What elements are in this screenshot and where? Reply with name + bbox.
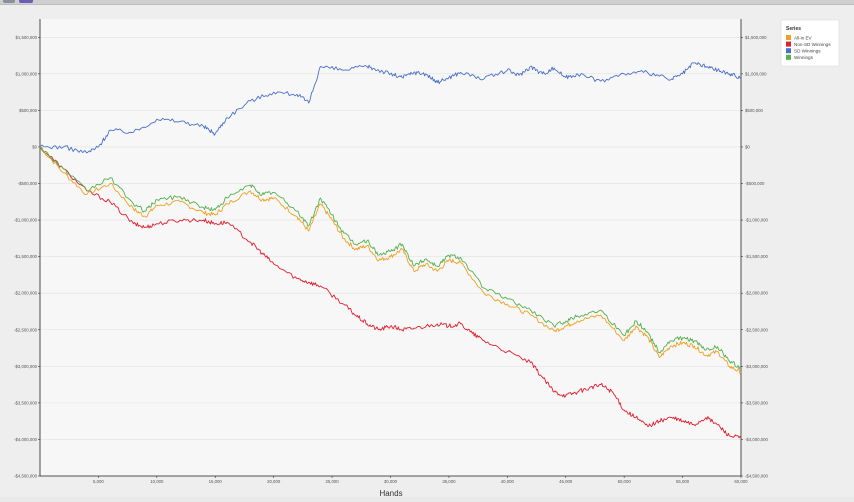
x-tick-label: 20,000	[267, 479, 281, 484]
x-tick-label: 55,000	[676, 479, 690, 484]
legend-swatch	[786, 54, 791, 60]
y-tick-label-right: -$2,000,000	[745, 291, 769, 296]
y-tick-label-right: -$3,000,000	[745, 364, 769, 369]
y-tick-label-right: -$1,500,000	[745, 254, 769, 259]
x-tick-label: 10,000	[150, 479, 164, 484]
y-tick-label-right: -$500,000	[745, 181, 765, 186]
chart-panel: $1,500,000 $1,500,000 $1,000,000 $1,000,000…	[0, 5, 854, 498]
x-axis-title: Hands	[379, 489, 402, 497]
window-toolbar	[0, 0, 854, 5]
y-tick-label-right: $0	[745, 144, 750, 149]
x-tick-label: 30,000	[384, 479, 398, 484]
series-lines	[39, 62, 742, 439]
y-tick-label: -$2,500,000	[14, 327, 38, 332]
window-control-icon[interactable]	[19, 0, 33, 3]
series-line-sd-winnings	[39, 62, 742, 154]
y-tick-label-right: -$3,500,000	[745, 400, 769, 405]
window-control-icon[interactable]	[3, 0, 15, 3]
x-tick-label: 35,000	[442, 479, 456, 484]
y-tick-label-right: $500,000	[745, 108, 764, 113]
x-tick-label: 15,000	[209, 479, 223, 484]
y-tick-label: -$4,000,000	[14, 437, 38, 442]
x-tick-label: 40,000	[501, 479, 515, 484]
y-tick-label: $500,000	[19, 108, 38, 113]
x-tick-label: 60,000	[734, 479, 748, 484]
series-line-all-in-ev	[39, 146, 742, 375]
y-tick-label: $0	[32, 144, 37, 149]
series-line-non-sd-winnings	[39, 146, 742, 439]
x-tick-label: 45,000	[559, 479, 573, 484]
y-tick-label: $1,500,000	[15, 35, 37, 40]
legend-label: Non-SD Winnings	[794, 42, 831, 47]
y-tick-label: -$4,500,000	[14, 474, 38, 479]
y-tick-label: -$2,000,000	[14, 291, 38, 296]
axes: $1,500,000 $1,500,000 $1,000,000 $1,000,000…	[14, 19, 769, 484]
y-tick-label: -$1,000,000	[14, 218, 38, 223]
legend-title: Series	[786, 26, 801, 32]
y-tick-label-right: -$4,000,000	[745, 437, 769, 442]
legend-swatch	[786, 48, 791, 54]
legend-swatch	[786, 41, 791, 47]
y-tick-label: -$1,500,000	[14, 254, 38, 259]
y-tick-label-right: $1,500,000	[745, 35, 767, 40]
y-tick-label-right: -$4,500,000	[745, 474, 769, 479]
x-tick-label: 5,000	[93, 479, 104, 484]
legend: Series All-in EV Non-SD Winnings SD Winning…	[780, 19, 840, 67]
legend-label: SD Winnings	[794, 49, 821, 54]
legend-label: Winnings	[794, 55, 814, 60]
y-tick-label: -$3,000,000	[14, 364, 38, 369]
y-tick-label-right: -$1,000,000	[745, 218, 769, 223]
x-tick-label: 50,000	[618, 479, 632, 484]
legend-swatch	[786, 35, 791, 40]
y-tick-label: $1,000,000	[15, 71, 37, 76]
y-tick-label: -$3,500,000	[14, 400, 38, 405]
y-tick-label: -$500,000	[18, 181, 38, 186]
legend-label: All-in EV	[794, 35, 813, 40]
y-tick-label-right: $1,000,000	[745, 71, 767, 76]
x-tick-label: 25,000	[326, 479, 340, 484]
series-line-winnings	[39, 146, 742, 370]
winnings-line-chart: $1,500,000 $1,500,000 $1,000,000 $1,000,000…	[14, 19, 840, 498]
y-tick-label-right: -$2,500,000	[745, 327, 769, 332]
plot-background	[40, 19, 741, 476]
